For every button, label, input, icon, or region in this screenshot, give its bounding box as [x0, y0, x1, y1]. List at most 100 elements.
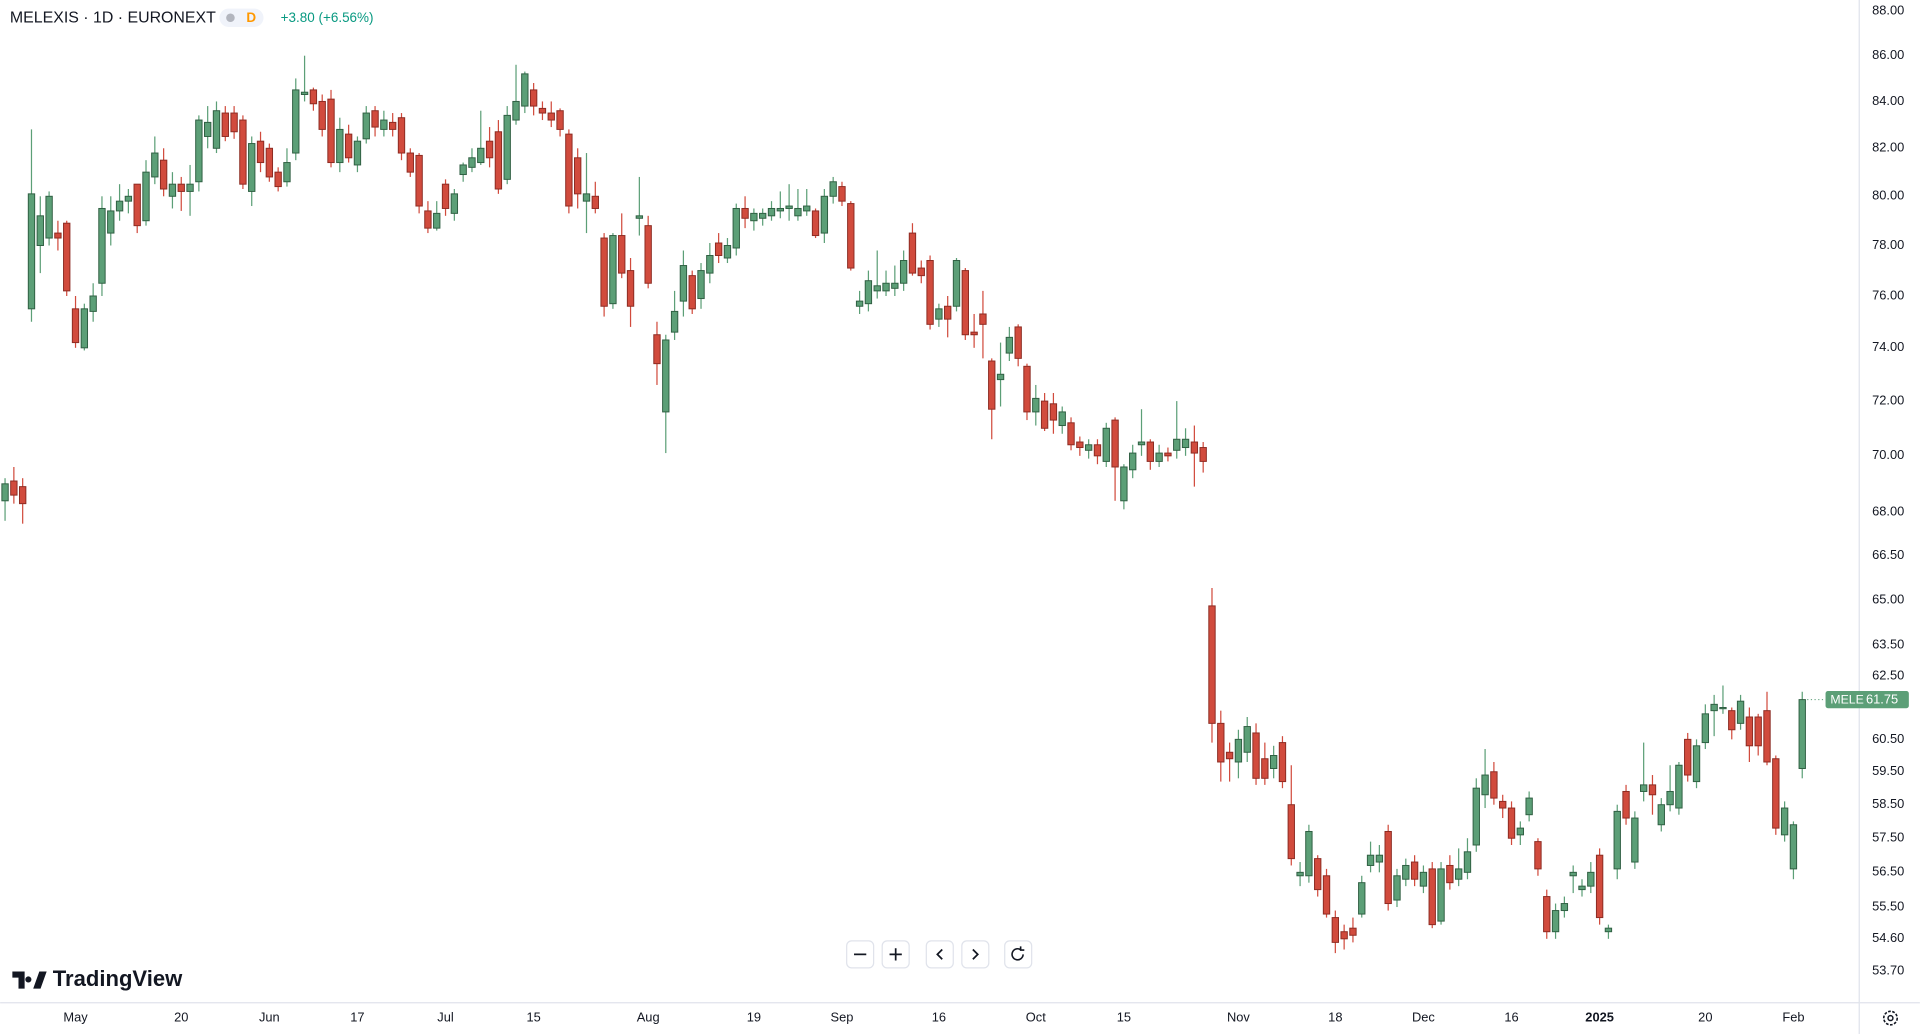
candle-body: [926, 260, 934, 325]
candle-body: [1358, 882, 1366, 915]
candle-body: [459, 164, 467, 176]
interval-badge[interactable]: [219, 8, 264, 27]
candle-body: [1331, 917, 1340, 943]
candle-body: [336, 128, 344, 164]
candle-body: [662, 339, 670, 413]
candle-body: [1490, 771, 1498, 799]
candle-body: [1190, 441, 1199, 454]
candle-body: [1076, 441, 1084, 449]
candle-body: [1789, 824, 1798, 870]
candle-body: [979, 313, 987, 325]
candle-body: [1217, 722, 1225, 763]
candle-body: [882, 282, 890, 292]
y-tick-label: 72.00: [1872, 392, 1904, 407]
candle-body: [168, 183, 177, 197]
candle-body: [283, 162, 291, 183]
candle-body: [80, 308, 89, 349]
candle-body: [239, 119, 247, 185]
candle-body: [1305, 830, 1313, 877]
candle-body: [1437, 868, 1445, 922]
candle-body: [1402, 864, 1410, 880]
x-tick-label: Jun: [259, 1009, 280, 1024]
candle-body: [706, 255, 714, 274]
candle-body: [838, 186, 846, 202]
candle-body: [1208, 605, 1216, 724]
price-change: +3.80 (+6.56%): [281, 10, 374, 25]
candle-body: [723, 245, 732, 259]
candle-body: [1181, 438, 1190, 449]
x-tick-label: Sep: [831, 1009, 854, 1024]
candle-body: [1639, 784, 1648, 792]
y-tick-label: 60.50: [1872, 731, 1904, 746]
candle-body: [1023, 365, 1031, 413]
candle-body: [415, 154, 423, 207]
candle-body: [1516, 827, 1525, 836]
x-tick-label: Jul: [437, 1009, 453, 1024]
candle-body: [1058, 411, 1066, 427]
candle-body: [450, 193, 459, 214]
candle-body: [750, 212, 758, 222]
settings-button[interactable]: [1882, 1010, 1899, 1026]
candle-body: [732, 207, 740, 249]
candle-body: [609, 235, 617, 305]
reset-button[interactable]: [1004, 940, 1033, 969]
candle-body: [1657, 804, 1665, 826]
candle-body: [582, 193, 591, 202]
candle-body: [256, 140, 265, 164]
x-tick-label: Aug: [637, 1009, 660, 1024]
x-tick-label: Oct: [1026, 1009, 1046, 1024]
candle-body: [899, 260, 908, 284]
candle-body: [952, 260, 961, 307]
candle-body: [1560, 903, 1569, 912]
candle-body: [1410, 861, 1419, 880]
gear-outer: [1882, 1010, 1899, 1026]
y-tick-label: 76.00: [1872, 287, 1904, 302]
candle-body: [1032, 397, 1040, 413]
candle-body: [1419, 871, 1428, 887]
candle-body: [935, 308, 943, 320]
candle-body: [1648, 784, 1657, 796]
candle-body: [785, 205, 793, 209]
candle-body: [794, 207, 802, 217]
status-dot: [226, 13, 235, 23]
price-tag-value: 61.75: [1866, 692, 1898, 707]
y-tick-label: 59.50: [1872, 763, 1904, 778]
x-tick-label: May: [63, 1009, 88, 1024]
candle-body: [151, 152, 159, 178]
candle-body: [1296, 871, 1304, 877]
candle-body: [776, 207, 784, 212]
candle-body: [653, 334, 661, 365]
candle-body: [829, 181, 837, 197]
logo: TradingView: [12, 966, 183, 991]
y-tick-label: 55.50: [1872, 898, 1904, 913]
candle-body: [54, 232, 62, 239]
candle-body: [1569, 871, 1577, 877]
scroll-right-button[interactable]: [961, 940, 990, 969]
candle-body: [759, 212, 767, 219]
candle-body: [292, 89, 300, 154]
candle-body: [512, 100, 520, 121]
candle-body: [591, 195, 599, 209]
y-tick-label: 80.00: [1872, 188, 1904, 203]
axes: 88.00 86.00 84.00 82.00 80.00 78.00 76.00 74.00…: [63, 2, 1909, 1024]
candle-body: [477, 147, 485, 164]
candle-body: [1692, 745, 1701, 783]
candle-body: [873, 285, 881, 292]
candle-body: [433, 212, 441, 229]
candle-body: [98, 207, 106, 284]
candle-body: [133, 183, 141, 227]
candle-body: [1093, 444, 1102, 457]
y-tick-label: 53.70: [1872, 963, 1904, 978]
scroll-left-button[interactable]: [925, 940, 954, 969]
y-tick-label: 78.00: [1872, 237, 1904, 252]
candle-body: [714, 242, 723, 256]
x-tick-label: 16: [932, 1009, 946, 1024]
candle-body: [855, 300, 864, 307]
candle-body: [574, 157, 582, 195]
candle-body: [212, 110, 221, 149]
candle-body: [1454, 868, 1463, 880]
candle-body: [406, 152, 414, 173]
candle-body: [529, 89, 538, 107]
candle-body: [27, 193, 36, 310]
candle-body: [917, 267, 925, 277]
